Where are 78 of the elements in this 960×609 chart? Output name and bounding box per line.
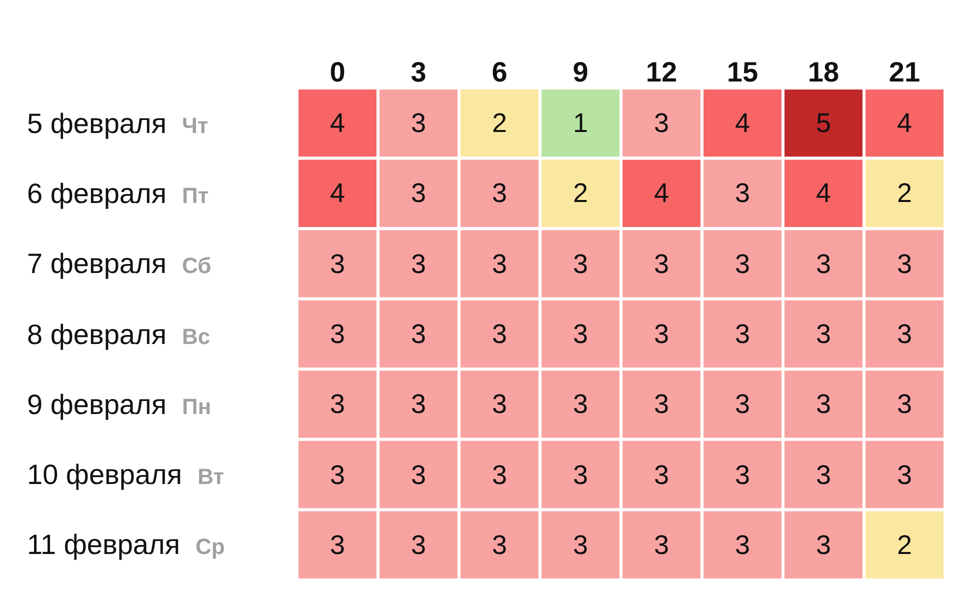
data-label: 3 [411, 108, 426, 138]
data-label: 4 [816, 178, 832, 208]
y-tick-label: 8 февраля [27, 319, 166, 350]
y-tick-label: 6 февраля [27, 178, 166, 209]
data-label: 2 [492, 108, 508, 138]
data-label: 4 [735, 108, 750, 138]
data-label: 3 [897, 249, 912, 279]
data-label: 3 [897, 460, 912, 490]
y-tick-label: 5 февраля [27, 108, 166, 139]
data-label: 3 [897, 319, 912, 349]
data-label: 3 [573, 530, 588, 560]
data-label: 3 [330, 319, 346, 349]
x-tick-label: 3 [410, 56, 426, 88]
data-label: 3 [654, 319, 670, 349]
y-tick-label: 7 февраля [27, 248, 166, 279]
data-label: 3 [654, 108, 670, 138]
data-label: 3 [330, 460, 346, 490]
data-label: 2 [573, 178, 588, 208]
data-label: 3 [492, 389, 508, 419]
data-label: 3 [411, 178, 426, 208]
y2-tick-label: Пт [182, 183, 209, 208]
data-label: 4 [330, 178, 346, 208]
data-label: 3 [492, 178, 508, 208]
data-label: 3 [411, 460, 426, 490]
data-label: 3 [735, 460, 750, 490]
data-label: 3 [492, 249, 508, 279]
data-label: 3 [411, 389, 426, 419]
data-label: 3 [573, 319, 588, 349]
data-label: 3 [654, 249, 670, 279]
y-tick-label: 11 февраля [27, 529, 180, 560]
data-label: 3 [735, 249, 750, 279]
data-label: 3 [492, 530, 508, 560]
data-label: 3 [654, 389, 670, 419]
x-tick-label: 6 [492, 56, 508, 88]
data-label: 2 [897, 178, 912, 208]
data-label: 3 [816, 530, 832, 560]
data-label: 3 [411, 530, 426, 560]
y2-tick-label: Вт [198, 464, 224, 489]
data-label: 3 [735, 530, 750, 560]
data-label: 3 [411, 249, 426, 279]
data-label: 3 [330, 249, 346, 279]
y-tick-label: 9 февраля [27, 389, 166, 420]
data-label: 3 [573, 460, 588, 490]
data-label: 3 [897, 389, 912, 419]
x-tick-label: 0 [330, 56, 346, 88]
x-tick-label: 9 [572, 56, 588, 88]
x-tick-label: 21 [888, 56, 920, 88]
y2-tick-label: Ср [196, 534, 225, 559]
data-label: 3 [573, 249, 588, 279]
data-label: 4 [654, 178, 670, 208]
x-tick-label: 18 [808, 56, 840, 88]
data-label: 3 [735, 319, 750, 349]
y2-tick-label: Вс [182, 324, 210, 349]
data-label: 3 [330, 530, 346, 560]
data-label: 3 [330, 389, 346, 419]
data-label: 3 [816, 319, 832, 349]
x-tick-label: 15 [726, 56, 758, 88]
data-label: 1 [573, 108, 588, 138]
data-label: 3 [573, 389, 588, 419]
data-label: 4 [330, 108, 346, 138]
y-tick-label: 10 февраля [27, 459, 182, 490]
data-label: 3 [492, 319, 508, 349]
data-label: 3 [411, 319, 426, 349]
data-label: 3 [654, 460, 670, 490]
data-label: 3 [816, 389, 832, 419]
data-label: 3 [654, 530, 670, 560]
data-label: 3 [735, 389, 750, 419]
x-tick-label: 12 [646, 56, 678, 88]
data-label: 3 [735, 178, 750, 208]
data-label: 3 [816, 249, 832, 279]
data-label: 3 [816, 460, 832, 490]
data-label: 3 [492, 460, 508, 490]
data-label: 2 [897, 530, 912, 560]
y2-tick-label: Пн [182, 394, 212, 419]
y2-tick-label: Сб [182, 253, 212, 278]
data-label: 5 [816, 108, 832, 138]
data-label: 4 [897, 108, 912, 138]
y2-tick-label: Чт [182, 113, 209, 138]
